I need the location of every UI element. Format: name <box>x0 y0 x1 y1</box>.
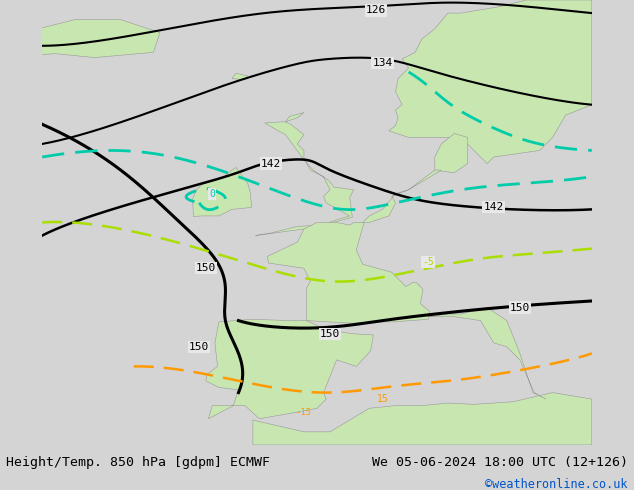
Text: 150: 150 <box>196 263 216 273</box>
Text: We 05-06-2024 18:00 UTC (12+126): We 05-06-2024 18:00 UTC (12+126) <box>372 456 628 468</box>
Text: Height/Temp. 850 hPa [gdpm] ECMWF: Height/Temp. 850 hPa [gdpm] ECMWF <box>6 456 270 468</box>
Polygon shape <box>268 222 430 323</box>
Text: 150: 150 <box>510 302 530 313</box>
Text: 142: 142 <box>261 159 281 169</box>
Polygon shape <box>435 133 467 173</box>
Polygon shape <box>285 113 304 122</box>
Text: -5: -5 <box>422 257 434 267</box>
Text: ©weatheronline.co.uk: ©weatheronline.co.uk <box>485 478 628 490</box>
Text: -15: -15 <box>296 408 312 416</box>
Polygon shape <box>253 392 592 445</box>
Polygon shape <box>428 308 546 399</box>
Text: 0: 0 <box>209 189 216 198</box>
Text: 150: 150 <box>189 342 209 352</box>
Text: 126: 126 <box>366 5 386 16</box>
Polygon shape <box>232 74 248 80</box>
Polygon shape <box>363 170 441 222</box>
Text: 142: 142 <box>484 202 504 212</box>
Text: 134: 134 <box>372 58 392 68</box>
Polygon shape <box>389 0 592 164</box>
Polygon shape <box>206 319 373 419</box>
Text: 15: 15 <box>377 394 388 404</box>
Polygon shape <box>193 168 252 217</box>
Polygon shape <box>10 20 160 58</box>
Text: 150: 150 <box>320 329 340 339</box>
Polygon shape <box>256 122 354 236</box>
